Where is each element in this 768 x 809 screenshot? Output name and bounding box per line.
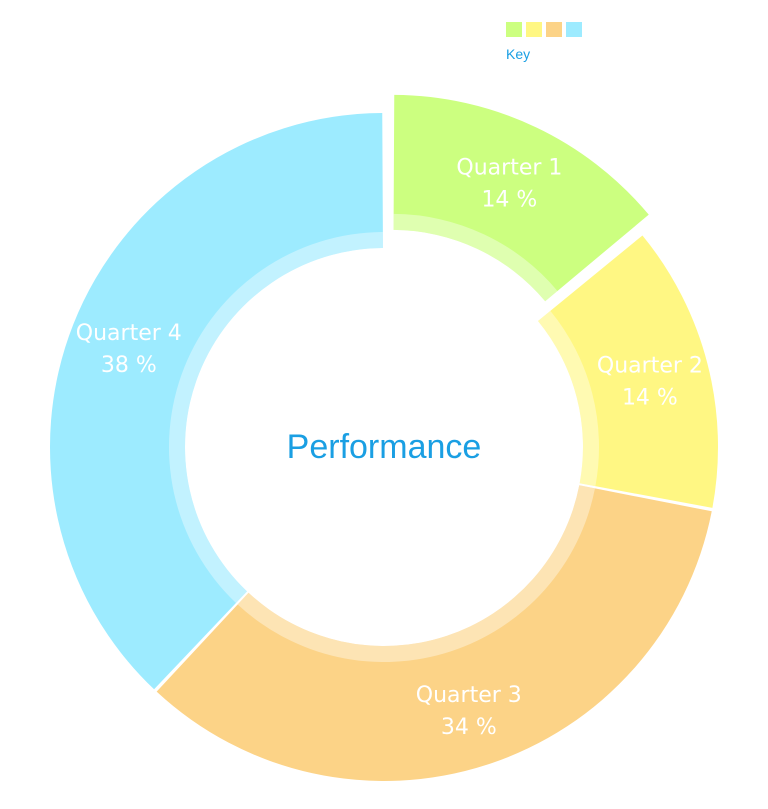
slice-quarter-2 <box>537 235 719 508</box>
slice-value-label: 38 % <box>101 353 157 378</box>
slice-inner-ring-quarter-2 <box>537 310 600 487</box>
legend: Key <box>506 22 596 62</box>
slice-name-label: Quarter 2 <box>597 354 703 379</box>
slice-name-label: Quarter 3 <box>416 683 522 708</box>
slice-inner-ring-quarter-3 <box>237 485 595 663</box>
legend-title: Key <box>506 46 531 62</box>
slice-value-label: 14 % <box>481 188 537 213</box>
legend-swatch-quarter-2 <box>526 22 542 37</box>
slice-name-label: Quarter 1 <box>456 156 562 181</box>
slice-value-label: 34 % <box>441 715 497 740</box>
chart-title: Performance <box>287 428 482 466</box>
legend-swatch-quarter-3 <box>546 22 562 37</box>
slice-quarter-1 <box>393 94 649 302</box>
slice-name-label: Quarter 4 <box>76 321 182 346</box>
slice-quarter-3 <box>156 485 712 781</box>
legend-swatches <box>506 22 596 37</box>
slice-inner-ring-quarter-4 <box>168 232 383 603</box>
slice-quarter-4 <box>49 113 383 690</box>
legend-swatch-quarter-1 <box>506 22 522 37</box>
slice-inner-ring-quarter-1 <box>393 213 558 302</box>
donut-slices <box>49 94 719 781</box>
slice-labels: Quarter 1 14 % Quarter 2 14 % Quarter 3 34 % Q… <box>76 156 703 741</box>
slice-value-label: 14 % <box>622 386 678 411</box>
legend-swatch-quarter-4 <box>566 22 582 37</box>
